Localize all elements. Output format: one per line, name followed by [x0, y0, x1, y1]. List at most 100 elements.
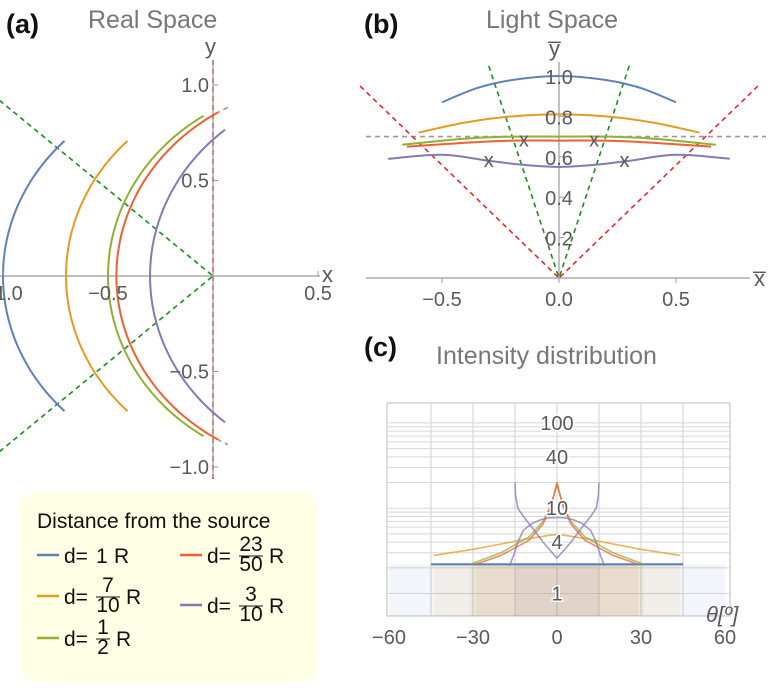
- panel-b-guide-green-dashed-4: [558, 65, 630, 279]
- panel-b-label: (b): [364, 9, 398, 39]
- panel-a-ytick-label: −1.0: [170, 457, 209, 479]
- panel-b-series-d-3-10-r: [388, 153, 730, 168]
- legend-entry-2: d= 12 R: [37, 616, 131, 659]
- panel-a-series-d-3-10-r: [148, 128, 226, 424]
- legend-prefix: d=: [207, 595, 231, 618]
- legend-denominator: 10: [96, 594, 119, 617]
- panel-b-ticks: −0.5 0.0 0.5 1.0 0.8 0.6 0.4 0.2: [422, 67, 690, 311]
- panel-c-title: Intensity distribution: [436, 342, 657, 370]
- panel-b-marker-2: x: [484, 150, 494, 172]
- legend-suffix: R: [126, 586, 141, 609]
- panel-c-bands: [389, 564, 725, 616]
- panel-a-ytick-label: −0.5: [170, 362, 209, 384]
- panel-b-guide-red-dashed-2: [558, 85, 759, 279]
- panel-c-grid: [387, 403, 730, 616]
- panel-a-title: Real Space: [88, 6, 217, 34]
- panel-b-guides: [360, 65, 766, 279]
- legend-value: 1: [96, 545, 108, 568]
- panel-b-guide-green-dashed-3: [488, 65, 560, 279]
- panel-a-xlabel: x: [322, 262, 333, 287]
- legend-suffix: R: [116, 628, 131, 651]
- panel-a-series-d-23-50-r: [115, 111, 219, 441]
- legend-prefix: d=: [64, 545, 88, 568]
- legend: Distance from the source d= 1 Rd=710 Rd=12 R…: [20, 492, 317, 682]
- panel-c-ytick-label: 4: [551, 532, 562, 554]
- panel-b-ytick-label: 0.8: [545, 107, 573, 129]
- legend-denominator: 2: [97, 636, 109, 659]
- panel-c-band-d-3-10-r: [515, 564, 599, 616]
- legend-entry-1: d= 710 R: [37, 574, 141, 617]
- panel-b-marker-3: x: [620, 150, 630, 172]
- panel-b-ylabel: y̅: [547, 36, 561, 61]
- panel-b-axes: [366, 62, 750, 279]
- panel-c-ticks: −60 −30 0 30 60 1 4 10 40 100: [372, 411, 736, 649]
- legend-denominator: 10: [239, 603, 262, 626]
- panel-c-ytick-label: 10: [546, 498, 568, 520]
- panel-c-series-d-3-10-r-branch: [514, 482, 600, 560]
- panel-b-guide-red-dashed-1: [360, 85, 560, 279]
- panel-c-band-d-1-2-r: [470, 564, 644, 616]
- panel-b-series-d-7-10-r: [418, 113, 700, 134]
- legend-prefix: d=: [64, 586, 88, 609]
- panel-b-light-space: (b) Light Space x xx x −0.5 0.0 0.51.00.80.6…: [360, 6, 766, 311]
- legend-suffix: R: [114, 545, 129, 568]
- panel-c-series-d-3-10-r: [508, 516, 606, 567]
- panel-c-intensity: (c) Intensity distribution −60 −30 0 30 60 1 4…: [364, 332, 739, 649]
- panel-c-xlabel: θ[º]: [706, 602, 739, 627]
- panel-a-ticks: −1.0 −0.5 0.5 1.0 0.5 −0.5 −1.0: [0, 75, 332, 479]
- panel-b-xtick-label: 0.5: [662, 289, 690, 311]
- legend-numerator: 3: [245, 583, 257, 606]
- panel-b-ytick-label: 0.6: [545, 148, 573, 170]
- panel-c-band-d-7-10-r: [433, 564, 681, 616]
- panel-c-xtick-label: 30: [630, 627, 652, 649]
- legend-background: [20, 492, 317, 682]
- panel-a-ytick-label: 1.0: [181, 75, 209, 97]
- panel-b-title: Light Space: [486, 6, 618, 34]
- panel-b-marker-0: x: [519, 130, 529, 152]
- legend-prefix: d=: [64, 628, 88, 651]
- legend-entry-4: d= 310 R: [180, 583, 284, 626]
- panel-a-xtick-label: −0.5: [88, 283, 127, 305]
- legend-denominator: 50: [239, 553, 262, 576]
- panel-a-label: (a): [6, 9, 39, 39]
- panel-a-series: [1, 111, 226, 441]
- panel-b-series-d-23-50-r: [406, 139, 712, 148]
- panel-b-markers: x xx x: [484, 130, 630, 172]
- panel-c-xtick-label: −30: [456, 627, 490, 649]
- panel-b-ytick-label: 0.2: [545, 229, 573, 251]
- panel-a-ylabel: y: [205, 34, 216, 59]
- panel-a-xtick-label: −1.0: [0, 283, 23, 305]
- legend-suffix: R: [269, 545, 284, 568]
- legend-numerator: 7: [102, 574, 114, 597]
- legend-numerator: 1: [97, 616, 109, 639]
- panel-c-label: (c): [364, 332, 397, 362]
- panel-c-band-d-23-50-r: [475, 564, 639, 616]
- panel-c-band-d-1-r: [389, 564, 725, 616]
- panel-a-ytick-label: 0.5: [181, 171, 209, 193]
- panel-b-series-d-1-2-r: [402, 135, 716, 146]
- panel-c-series-d-23-50-r: [475, 482, 639, 566]
- legend-entry-0: d= 1 R: [37, 545, 129, 568]
- panel-c-xtick-label: 0: [551, 627, 562, 649]
- panel-a-guide-green-dashed-1: [0, 99, 214, 277]
- panel-b-marker-1: x: [589, 130, 599, 152]
- panel-b-xtick-label: −0.5: [422, 289, 461, 311]
- panel-b-xtick-label: 0.0: [545, 289, 573, 311]
- panel-a-guide-green-dashed-2: [0, 275, 214, 453]
- legend-title: Distance from the source: [37, 510, 270, 533]
- panel-c-xtick-label: −60: [372, 627, 406, 649]
- legend-prefix: d=: [207, 545, 231, 568]
- panel-a-axes: [0, 60, 320, 478]
- panel-a-series-d-7-10-r: [64, 140, 129, 412]
- legend-suffix: R: [269, 595, 284, 618]
- panel-b-ytick-label: 1.0: [545, 67, 573, 89]
- panel-c-ytick-label: 1: [551, 584, 562, 606]
- panel-c-series-d-7-10-r: [433, 533, 681, 557]
- panel-b-ytick-label: 0.4: [545, 188, 573, 210]
- legend-numerator: 23: [239, 533, 262, 556]
- panel-c-xtick-label: 60: [714, 627, 736, 649]
- panel-c-series: [431, 481, 683, 567]
